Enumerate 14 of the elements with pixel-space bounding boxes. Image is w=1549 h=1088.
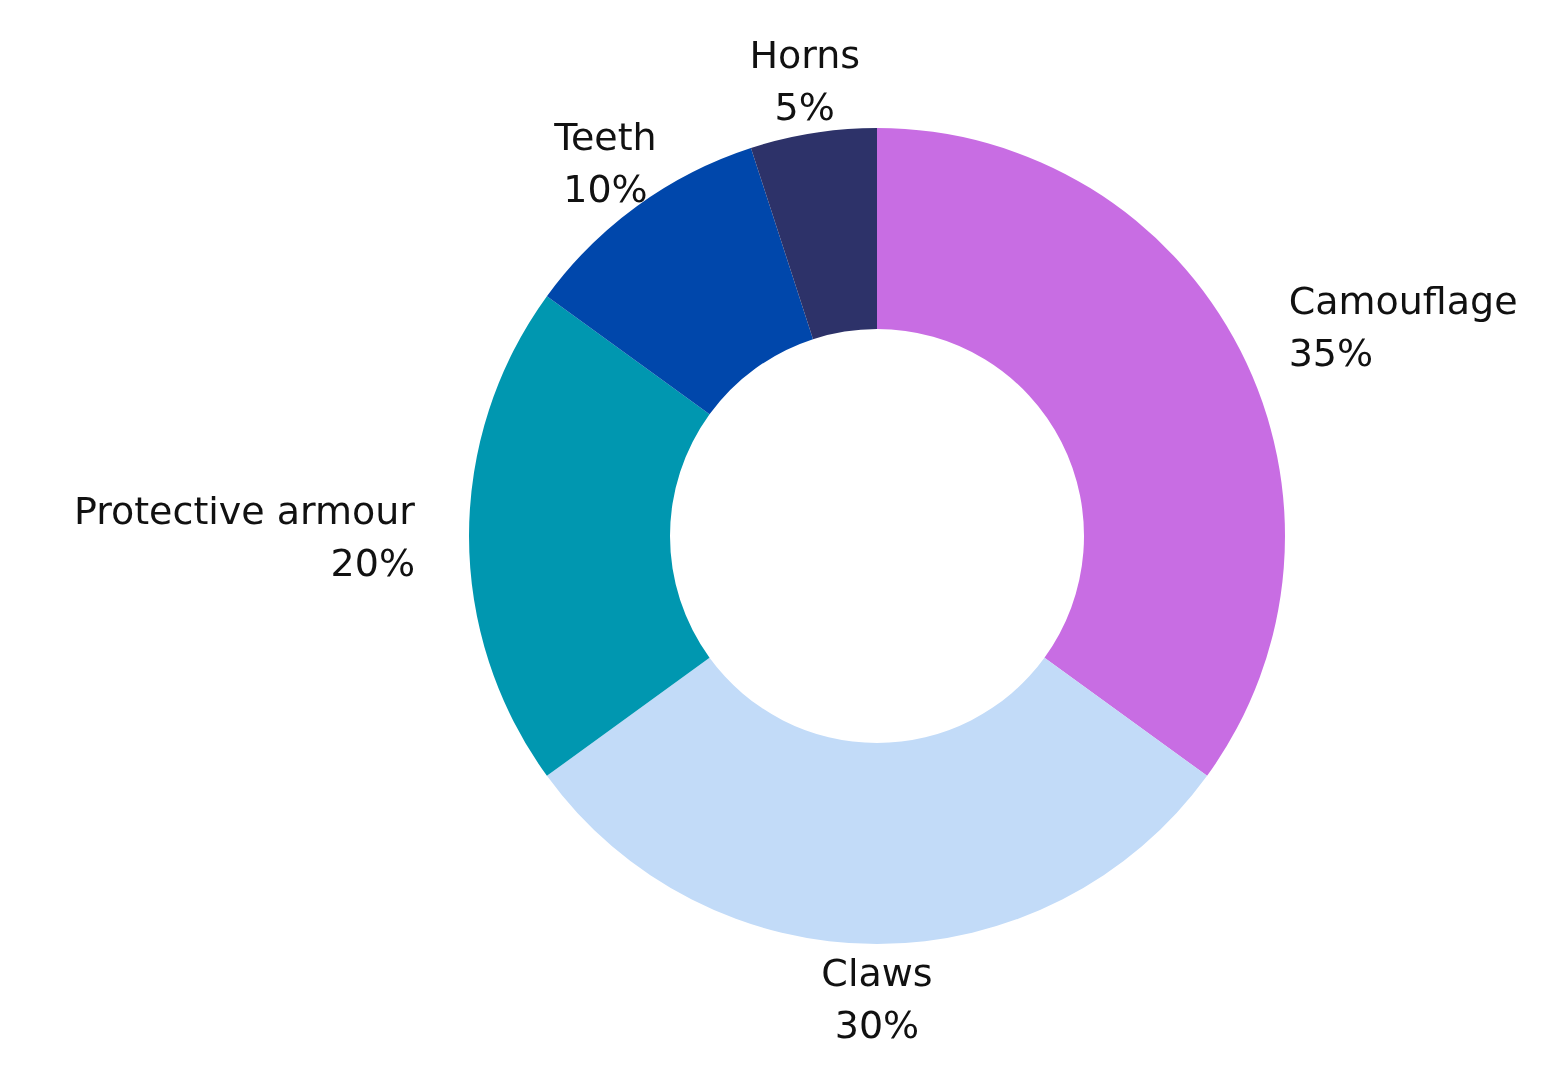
- slice-label: Claws: [821, 951, 933, 995]
- data-label: 5%: [774, 84, 835, 129]
- data-label: 30%: [834, 1003, 920, 1047]
- slice-label: Camouflage: [1288, 279, 1518, 324]
- donut-slice: [469, 296, 710, 776]
- donut-slice: [750, 128, 877, 340]
- donut-slice: [546, 657, 1208, 944]
- data-label: 10%: [563, 167, 648, 212]
- data-label: 35%: [1288, 331, 1374, 376]
- slice-label: Protective armour: [73, 489, 416, 533]
- data-label: 20%: [330, 541, 415, 585]
- slice-label: Horns: [749, 32, 861, 77]
- slice-label: Teeth: [553, 115, 657, 160]
- donut-slice: [877, 128, 1285, 776]
